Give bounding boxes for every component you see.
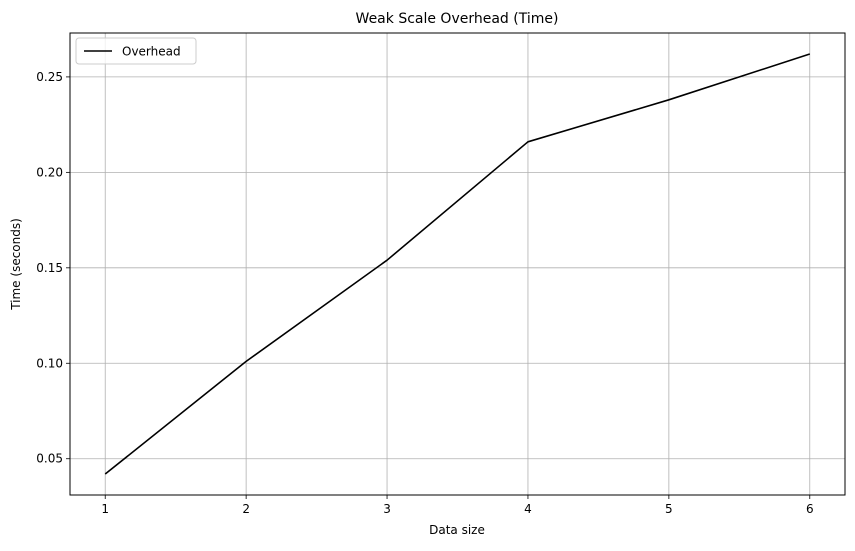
x-tick-label: 6 [806,502,814,516]
legend-label-overhead: Overhead [122,45,181,59]
x-tick-label: 1 [101,502,109,516]
x-tick-label: 3 [383,502,391,516]
x-tick-label: 5 [665,502,673,516]
x-tick-label: 2 [242,502,250,516]
y-axis-label: Time (seconds) [9,218,23,311]
data-series [105,54,810,474]
y-tick-label: 0.05 [36,452,63,466]
y-tick-label: 0.15 [36,261,63,275]
y-tick-label: 0.10 [36,356,63,370]
x-axis-label: Data size [429,523,485,537]
plot-area-frame [70,33,845,495]
series-line-overhead [105,54,810,474]
legend: Overhead [76,38,196,64]
grid-lines [70,33,845,495]
axis-ticks: 1 2 3 4 5 6 0.05 0.10 0.15 0.20 0.25 [36,70,813,516]
y-tick-label: 0.25 [36,70,63,84]
chart-title: Weak Scale Overhead (Time) [356,11,559,27]
x-tick-label: 4 [524,502,532,516]
y-tick-label: 0.20 [36,165,63,179]
